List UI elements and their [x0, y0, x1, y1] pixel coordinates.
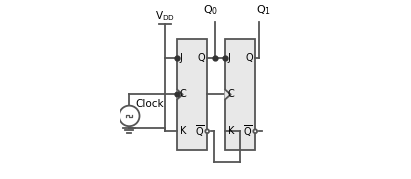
Text: V$_{\mathrm{DD}}$: V$_{\mathrm{DD}}$: [155, 9, 175, 23]
Text: Clock: Clock: [136, 99, 164, 109]
Circle shape: [253, 129, 257, 133]
Text: Q: Q: [197, 53, 205, 63]
Circle shape: [119, 106, 139, 126]
Bar: [177, 39, 207, 150]
Bar: [225, 39, 255, 150]
Text: $\overline{\mathrm{Q}}$: $\overline{\mathrm{Q}}$: [243, 123, 253, 139]
Text: C: C: [180, 90, 186, 100]
Polygon shape: [225, 90, 231, 99]
Circle shape: [206, 129, 209, 133]
Text: Q$_1$: Q$_1$: [256, 4, 271, 17]
Text: $\overline{\mathrm{Q}}$: $\overline{\mathrm{Q}}$: [195, 123, 205, 139]
Text: K: K: [228, 126, 234, 136]
Text: J: J: [180, 53, 182, 63]
Text: Q$_0$: Q$_0$: [203, 4, 218, 17]
Text: C: C: [228, 90, 234, 100]
Text: K: K: [180, 126, 186, 136]
Polygon shape: [177, 90, 183, 99]
Text: J: J: [228, 53, 231, 63]
Text: Q: Q: [245, 53, 253, 63]
